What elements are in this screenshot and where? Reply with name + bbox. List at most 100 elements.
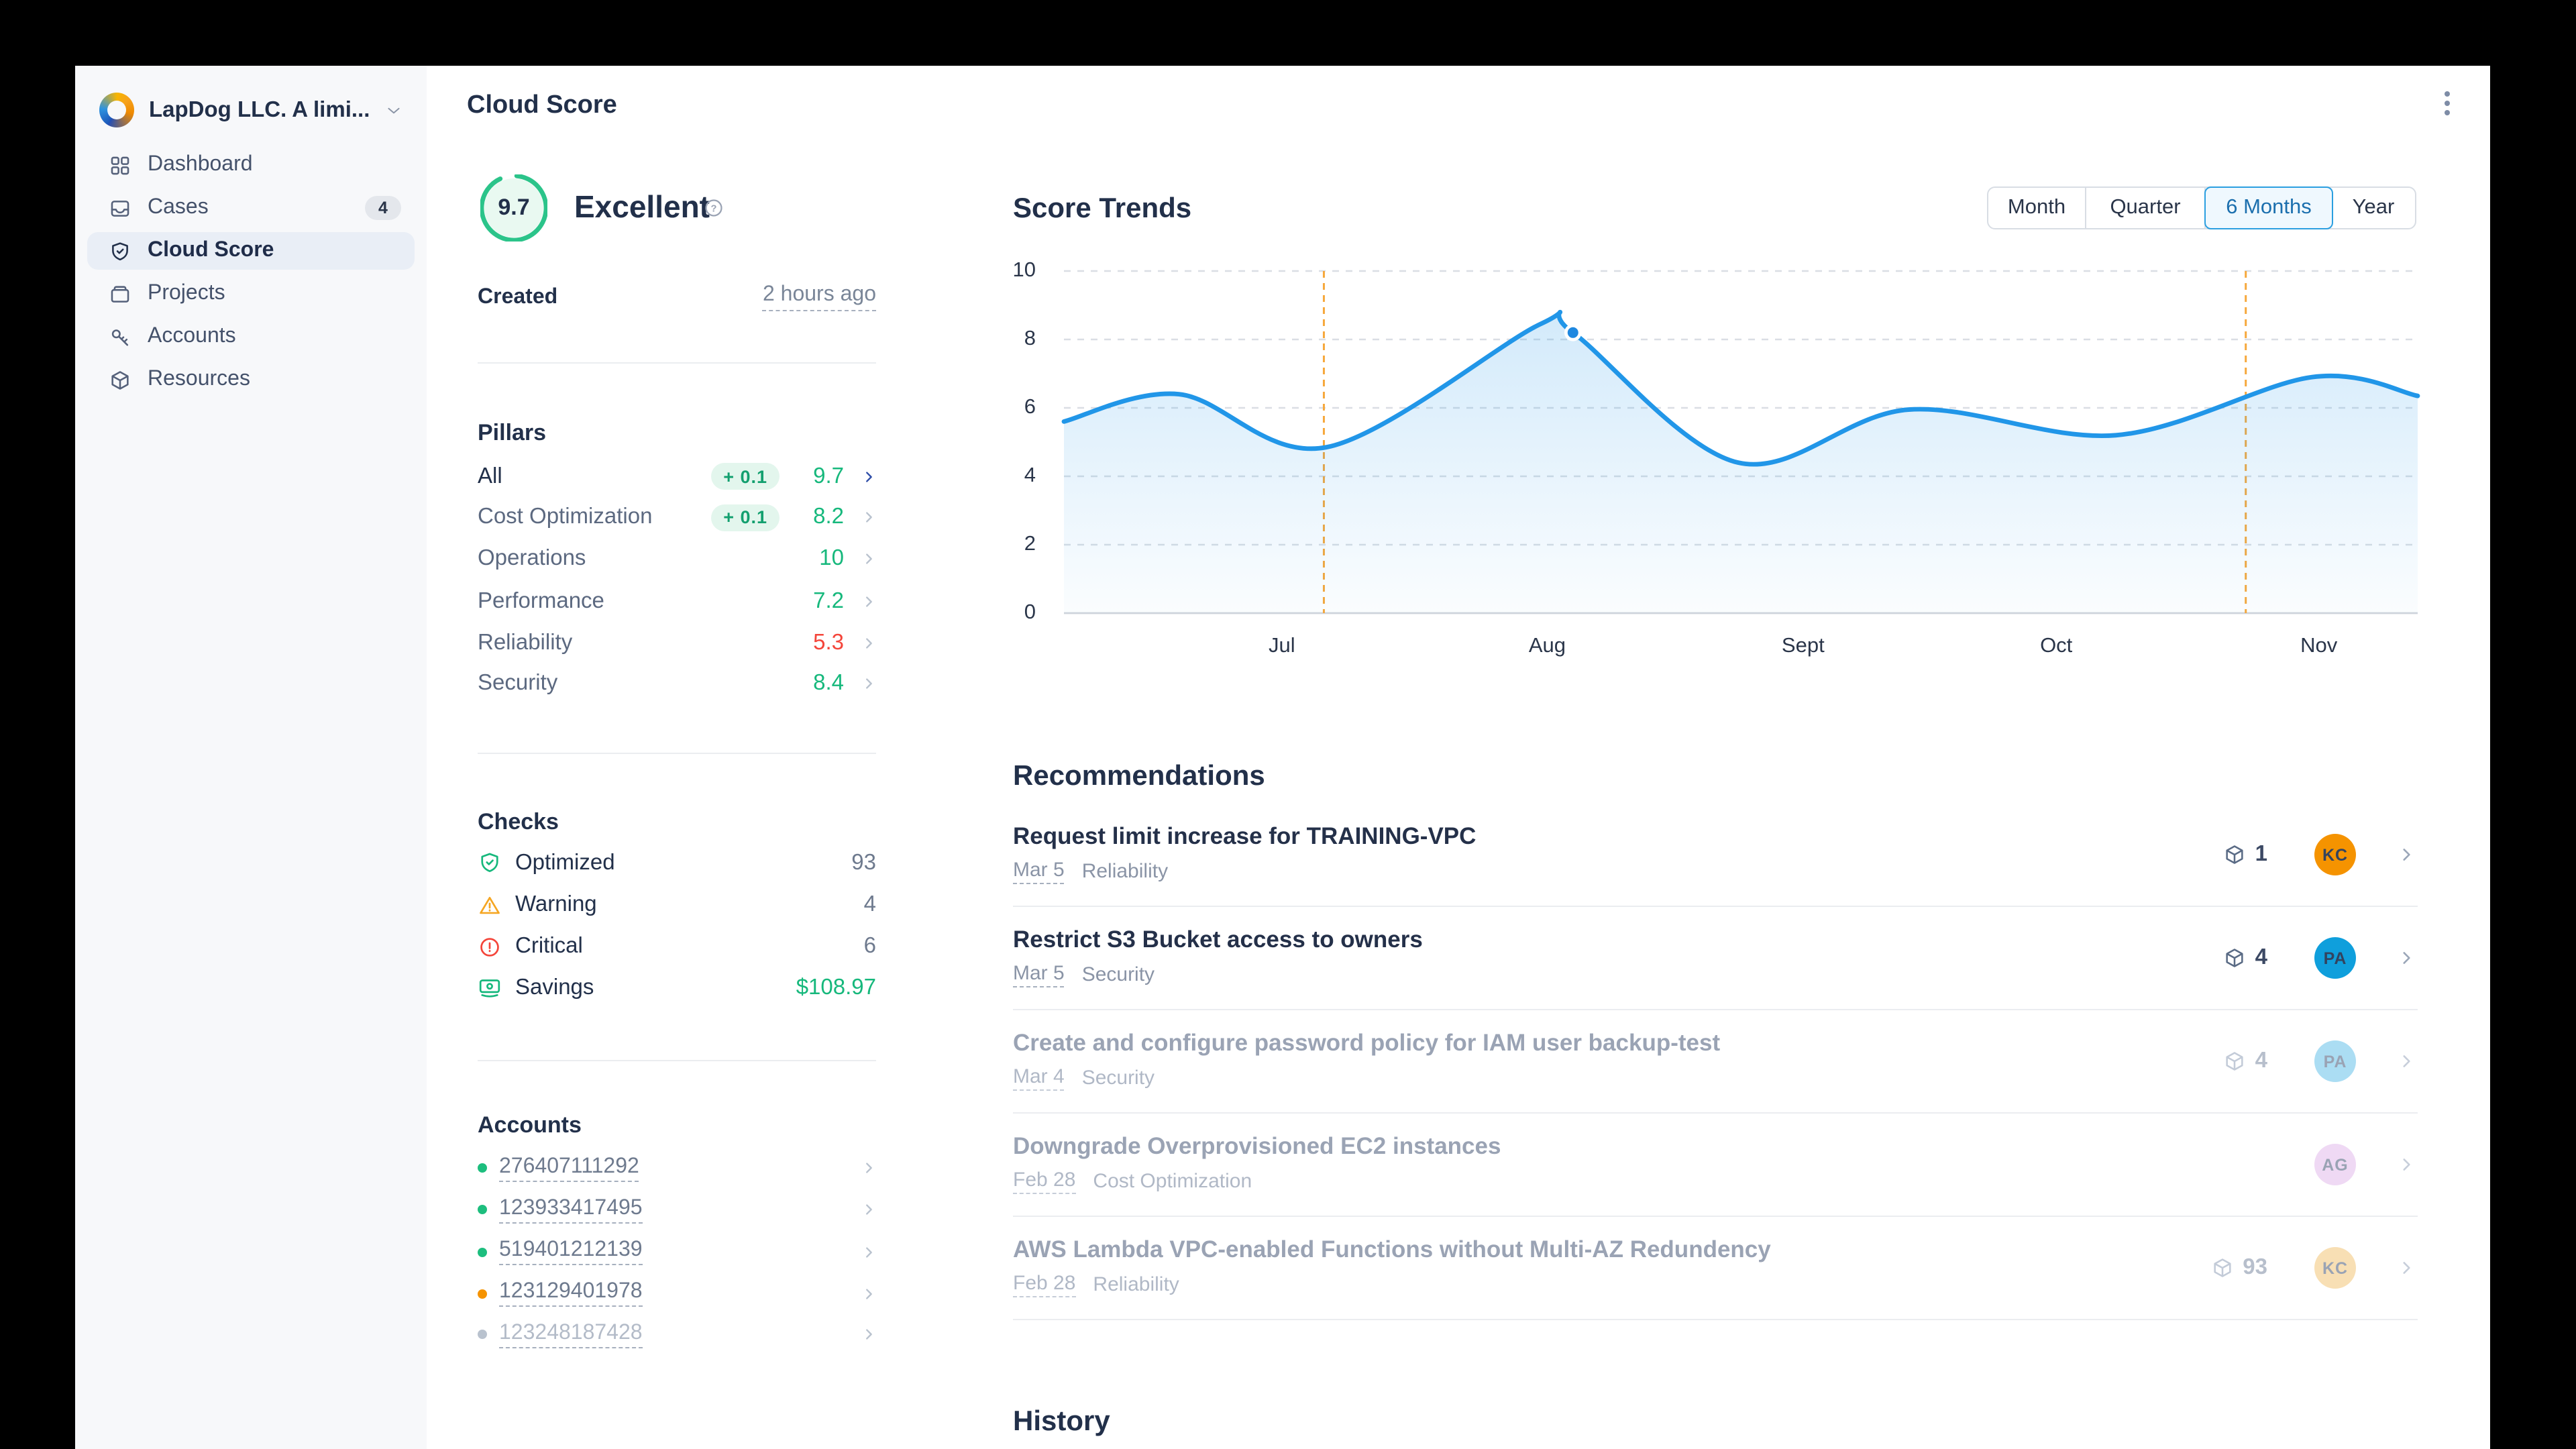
chevron-right-icon	[866, 596, 872, 606]
range-quarter-button[interactable]: Quarter	[2086, 188, 2206, 228]
sidebar-item-label: Resources	[148, 368, 250, 390]
avatar: KC	[2314, 834, 2356, 875]
resource-count: 4	[2223, 1049, 2267, 1074]
sidebar-item-cases[interactable]: Cases 4	[87, 189, 415, 227]
pillar-value: 8.4	[813, 671, 844, 695]
score-trends-heading: Score Trends	[1013, 193, 1192, 224]
recommendation-row[interactable]: Downgrade Overprovisioned EC2 instances …	[1013, 1114, 2418, 1217]
divider	[478, 753, 876, 754]
score-ring	[480, 174, 547, 241]
checks-heading: Checks	[478, 809, 559, 835]
pillar-row-all[interactable]: All + 0.1 9.7	[478, 456, 876, 496]
warning-triangle-icon	[480, 896, 500, 914]
pillar-row-security[interactable]: Security 8.4	[478, 663, 876, 704]
account-row[interactable]: 519401212139	[478, 1232, 876, 1272]
kebab-menu-icon[interactable]	[2434, 86, 2461, 121]
resource-count-value: 4	[2255, 945, 2267, 969]
check-value: 93	[851, 850, 876, 874]
recommendation-row[interactable]: Restrict S3 Bucket access to owners Mar …	[1013, 907, 2418, 1010]
resource-count: 93	[2210, 1255, 2267, 1281]
pillars-heading: Pillars	[478, 420, 547, 445]
pillar-row-reliability[interactable]: Reliability 5.3	[478, 623, 876, 663]
recommendation-category: Security	[1081, 963, 1155, 986]
recommendation-row[interactable]: AWS Lambda VPC-enabled Functions without…	[1013, 1217, 2418, 1320]
recommendation-date[interactable]: Feb 28	[1013, 1169, 1076, 1194]
y-tick-label: 6	[1024, 396, 1036, 419]
question-circle-icon[interactable]: ?	[703, 197, 724, 219]
sidebar-item-accounts[interactable]: Accounts	[87, 318, 415, 356]
account-id[interactable]: 123248187428	[499, 1321, 643, 1348]
check-row-savings: Savings $108.97	[478, 967, 876, 1008]
pillar-row-performance[interactable]: Performance 7.2	[478, 581, 876, 621]
key-icon	[111, 329, 129, 345]
pillar-label: Performance	[478, 588, 604, 612]
created-label: Created	[478, 285, 558, 308]
inbox-icon	[111, 200, 129, 216]
check-label: Savings	[515, 975, 594, 999]
chevron-right-icon	[866, 512, 872, 523]
grid-icon	[111, 156, 129, 174]
account-row[interactable]: 123129401978	[478, 1273, 876, 1313]
range-year-button[interactable]: Year	[2352, 196, 2395, 219]
pillar-value: 10	[819, 546, 844, 570]
sidebar-nav: Dashboard Cases 4 Cloud Score Projects A…	[75, 146, 427, 404]
cube-icon	[2226, 845, 2243, 864]
delta-badge: + 0.1	[711, 463, 780, 490]
recommendation-date[interactable]: Feb 28	[1013, 1272, 1076, 1297]
sidebar-item-label: Cloud Score	[148, 239, 274, 262]
account-id[interactable]: 123933417495	[499, 1196, 643, 1223]
cases-count-badge: 4	[365, 196, 401, 220]
sidebar-item-resources[interactable]: Resources	[87, 361, 415, 398]
pillar-label: Operations	[478, 546, 586, 570]
x-axis-labels: Jul Aug Sept Oct Nov	[1064, 635, 2418, 664]
account-id[interactable]: 276407111292	[499, 1155, 639, 1181]
sidebar-item-cloud-score[interactable]: Cloud Score	[87, 232, 415, 270]
y-tick-label: 2	[1024, 533, 1036, 555]
recommendation-title: Request limit increase for TRAINING-VPC	[1013, 822, 1477, 849]
pillar-row-operations[interactable]: Operations 10	[478, 539, 876, 579]
recommendation-date[interactable]: Mar 5	[1013, 859, 1065, 884]
sidebar-item-dashboard[interactable]: Dashboard	[87, 146, 415, 184]
account-row[interactable]: 123248187428	[478, 1314, 876, 1354]
account-id[interactable]: 519401212139	[499, 1238, 643, 1265]
chevron-right-icon	[866, 553, 872, 564]
cube-icon	[2226, 1052, 2243, 1071]
resource-count: 1	[2223, 842, 2267, 867]
avatar: KC	[2314, 1247, 2356, 1289]
recommendation-meta: Feb 28 Cost Optimization	[1013, 1169, 2418, 1194]
x-tick-label: Aug	[1528, 635, 1566, 657]
x-tick-label: Sept	[1781, 635, 1825, 657]
resource-count: 4	[2223, 945, 2267, 971]
pillar-row-cost-optimization[interactable]: Cost Optimization + 0.1 8.2	[478, 497, 876, 537]
chevron-right-icon	[2403, 849, 2410, 861]
range-month-button[interactable]: Month	[1988, 188, 2086, 228]
sidebar-item-projects[interactable]: Projects	[87, 275, 415, 313]
time-range-toggle: Month Quarter 6 Months Year	[1987, 186, 2416, 229]
chevron-right-icon	[2403, 952, 2410, 964]
org-switcher[interactable]: LapDog LLC. A limi...	[99, 89, 402, 131]
pillar-label: All	[478, 464, 502, 488]
account-row[interactable]: 123933417495	[478, 1189, 876, 1230]
recommendation-date[interactable]: Mar 5	[1013, 962, 1065, 987]
created-value[interactable]: 2 hours ago	[762, 283, 876, 311]
account-id[interactable]: 123129401978	[499, 1280, 643, 1307]
recommendation-row[interactable]: Create and configure password policy for…	[1013, 1010, 2418, 1114]
recommendation-meta: Feb 28 Reliability	[1013, 1272, 2418, 1297]
check-row-warning: Warning 4	[478, 885, 876, 925]
pillar-value: 8.2	[813, 504, 844, 529]
y-tick-label: 4	[1024, 464, 1036, 487]
chevron-right-icon	[2403, 1262, 2410, 1274]
recommendation-category: Reliability	[1093, 1273, 1179, 1296]
shield-check-icon	[112, 241, 128, 260]
recommendation-date[interactable]: Mar 4	[1013, 1065, 1065, 1091]
account-row[interactable]: 276407111292	[478, 1148, 876, 1188]
range-6months-button[interactable]: 6 Months	[2204, 186, 2333, 229]
sidebar-item-label: Accounts	[148, 325, 236, 347]
shield-check-icon	[481, 853, 498, 872]
sidebar-item-label: Projects	[148, 282, 225, 305]
score-trends-chart	[1061, 270, 2420, 614]
status-dot	[478, 1205, 487, 1214]
alert-circle-icon	[480, 937, 499, 956]
chevron-right-icon	[2403, 1055, 2410, 1067]
recommendation-row[interactable]: Request limit increase for TRAINING-VPC …	[1013, 804, 2418, 907]
